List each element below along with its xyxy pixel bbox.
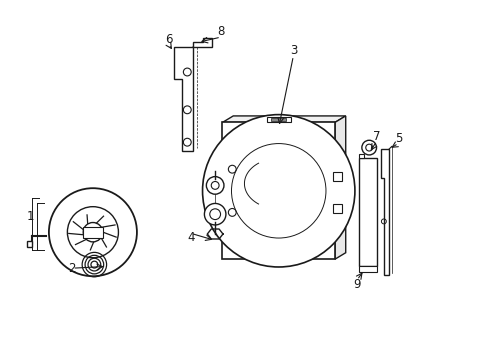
Polygon shape [222,122,334,259]
Circle shape [83,222,102,242]
Text: 9: 9 [352,278,360,291]
Text: 2: 2 [68,262,76,275]
Polygon shape [332,172,342,181]
Text: 1: 1 [26,210,34,222]
Polygon shape [222,116,345,122]
Polygon shape [381,149,388,275]
Polygon shape [334,116,345,259]
Text: 7: 7 [372,130,380,143]
Circle shape [204,203,225,225]
Circle shape [361,140,376,155]
Polygon shape [271,118,285,121]
Polygon shape [359,158,376,266]
Text: 4: 4 [186,231,194,244]
Polygon shape [173,47,193,151]
Polygon shape [193,38,211,47]
Circle shape [202,114,354,267]
Polygon shape [83,227,102,238]
Text: 3: 3 [289,44,297,57]
Text: 5: 5 [394,132,402,145]
Polygon shape [266,117,290,122]
Polygon shape [359,266,376,272]
Text: 6: 6 [164,33,172,46]
Text: 8: 8 [217,25,224,38]
Polygon shape [27,241,32,247]
Circle shape [206,177,224,194]
Polygon shape [359,154,364,158]
Polygon shape [332,204,342,213]
